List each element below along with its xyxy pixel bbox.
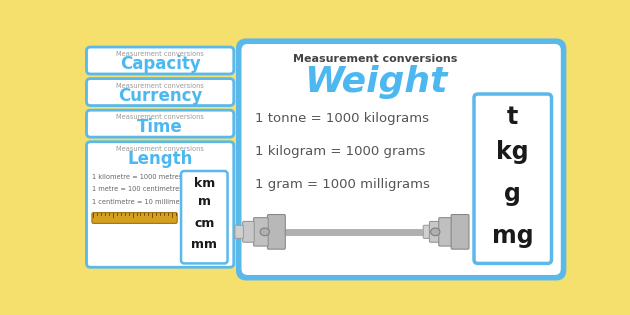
Text: g: g: [504, 182, 521, 206]
Text: Measurement conversions: Measurement conversions: [294, 54, 458, 64]
FancyBboxPatch shape: [268, 215, 285, 249]
FancyBboxPatch shape: [86, 79, 234, 106]
Text: km: km: [193, 177, 215, 190]
FancyBboxPatch shape: [86, 142, 234, 267]
FancyBboxPatch shape: [253, 218, 268, 246]
Text: Measurement conversions: Measurement conversions: [116, 114, 204, 120]
Text: 1 kilogram = 1000 grams: 1 kilogram = 1000 grams: [255, 145, 426, 158]
FancyBboxPatch shape: [423, 225, 432, 238]
Ellipse shape: [260, 228, 270, 236]
Text: Measurement conversions: Measurement conversions: [116, 83, 204, 89]
Text: cm: cm: [194, 217, 214, 230]
FancyBboxPatch shape: [92, 213, 177, 223]
Text: Time: Time: [137, 118, 183, 136]
FancyBboxPatch shape: [430, 221, 441, 242]
Text: t: t: [507, 105, 518, 129]
Text: Currency: Currency: [118, 87, 202, 105]
FancyBboxPatch shape: [86, 110, 234, 137]
FancyBboxPatch shape: [238, 40, 564, 279]
FancyBboxPatch shape: [86, 47, 234, 74]
FancyBboxPatch shape: [474, 94, 551, 263]
Text: 1 gram = 1000 milligrams: 1 gram = 1000 milligrams: [255, 178, 430, 192]
Text: 1 tonne = 1000 kilograms: 1 tonne = 1000 kilograms: [255, 112, 430, 125]
Text: 1 kilometre = 1000 metres: 1 kilometre = 1000 metres: [92, 174, 182, 180]
FancyBboxPatch shape: [243, 221, 255, 242]
Text: Capacity: Capacity: [120, 55, 200, 73]
Text: 1 centimetre = 10 millimetres: 1 centimetre = 10 millimetres: [92, 199, 192, 205]
Text: mm: mm: [192, 238, 217, 251]
Text: Length: Length: [127, 150, 193, 168]
FancyBboxPatch shape: [235, 225, 243, 238]
FancyBboxPatch shape: [451, 215, 469, 249]
Text: m: m: [198, 195, 211, 208]
Text: mg: mg: [492, 225, 534, 249]
Text: Measurement conversions: Measurement conversions: [116, 146, 204, 152]
FancyBboxPatch shape: [181, 171, 227, 263]
FancyBboxPatch shape: [241, 44, 561, 275]
Text: Weight: Weight: [304, 66, 447, 100]
Ellipse shape: [430, 228, 440, 236]
Text: Measurement conversions: Measurement conversions: [116, 51, 204, 57]
FancyBboxPatch shape: [438, 218, 454, 246]
Text: 1 metre = 100 centimetres: 1 metre = 100 centimetres: [92, 186, 183, 192]
Text: kg: kg: [496, 140, 529, 164]
